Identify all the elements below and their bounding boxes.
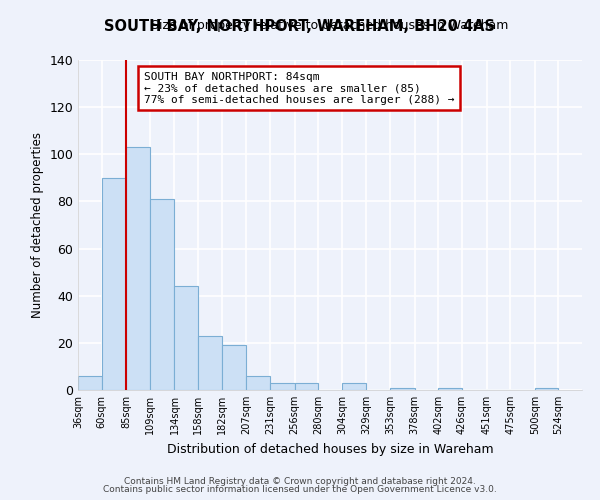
Bar <box>150 199 175 390</box>
Bar <box>247 376 270 390</box>
Text: Contains HM Land Registry data © Crown copyright and database right 2024.: Contains HM Land Registry data © Crown c… <box>124 477 476 486</box>
Y-axis label: Number of detached properties: Number of detached properties <box>31 132 44 318</box>
Text: SOUTH BAY, NORTHPORT, WAREHAM, BH20 4AS: SOUTH BAY, NORTHPORT, WAREHAM, BH20 4AS <box>104 19 496 34</box>
Text: SOUTH BAY NORTHPORT: 84sqm
← 23% of detached houses are smaller (85)
77% of semi: SOUTH BAY NORTHPORT: 84sqm ← 23% of deta… <box>143 72 454 105</box>
Title: Size of property relative to detached houses in Wareham: Size of property relative to detached ho… <box>151 20 509 32</box>
Bar <box>342 383 367 390</box>
Bar <box>175 286 198 390</box>
Bar <box>101 178 126 390</box>
Bar <box>78 376 101 390</box>
Bar <box>126 147 150 390</box>
Bar <box>295 383 318 390</box>
Bar <box>438 388 462 390</box>
Bar <box>390 388 415 390</box>
Bar <box>270 383 295 390</box>
Bar <box>535 388 559 390</box>
Text: Contains public sector information licensed under the Open Government Licence v3: Contains public sector information licen… <box>103 485 497 494</box>
Bar <box>198 336 222 390</box>
Bar <box>222 345 247 390</box>
X-axis label: Distribution of detached houses by size in Wareham: Distribution of detached houses by size … <box>167 442 493 456</box>
